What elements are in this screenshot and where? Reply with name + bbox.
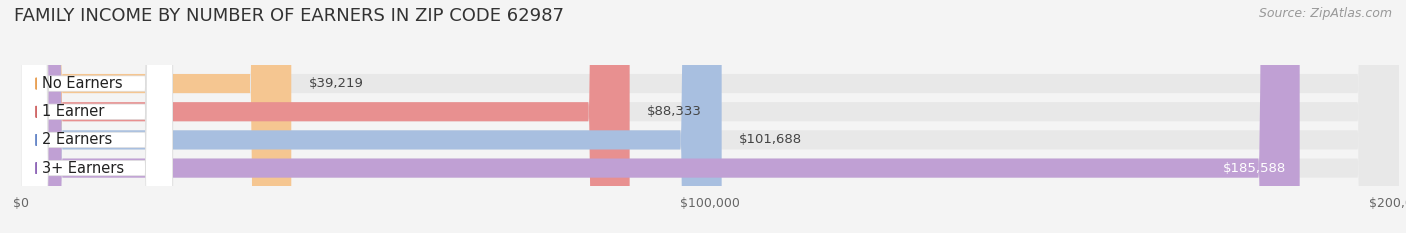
FancyBboxPatch shape xyxy=(21,0,173,233)
FancyBboxPatch shape xyxy=(21,0,1399,233)
FancyBboxPatch shape xyxy=(21,0,173,233)
Text: $101,688: $101,688 xyxy=(740,134,801,146)
FancyBboxPatch shape xyxy=(21,0,1399,233)
FancyBboxPatch shape xyxy=(21,0,1399,233)
Text: 1 Earner: 1 Earner xyxy=(42,104,104,119)
Text: 2 Earners: 2 Earners xyxy=(42,132,112,147)
FancyBboxPatch shape xyxy=(21,0,721,233)
FancyBboxPatch shape xyxy=(21,0,1399,233)
Text: No Earners: No Earners xyxy=(42,76,122,91)
Text: Source: ZipAtlas.com: Source: ZipAtlas.com xyxy=(1258,7,1392,20)
Text: 3+ Earners: 3+ Earners xyxy=(42,161,124,176)
FancyBboxPatch shape xyxy=(21,0,173,233)
FancyBboxPatch shape xyxy=(21,0,291,233)
Text: $39,219: $39,219 xyxy=(308,77,363,90)
Text: $88,333: $88,333 xyxy=(647,105,702,118)
FancyBboxPatch shape xyxy=(21,0,1299,233)
FancyBboxPatch shape xyxy=(21,0,630,233)
Text: FAMILY INCOME BY NUMBER OF EARNERS IN ZIP CODE 62987: FAMILY INCOME BY NUMBER OF EARNERS IN ZI… xyxy=(14,7,564,25)
Text: $185,588: $185,588 xyxy=(1223,161,1286,175)
FancyBboxPatch shape xyxy=(21,0,173,233)
